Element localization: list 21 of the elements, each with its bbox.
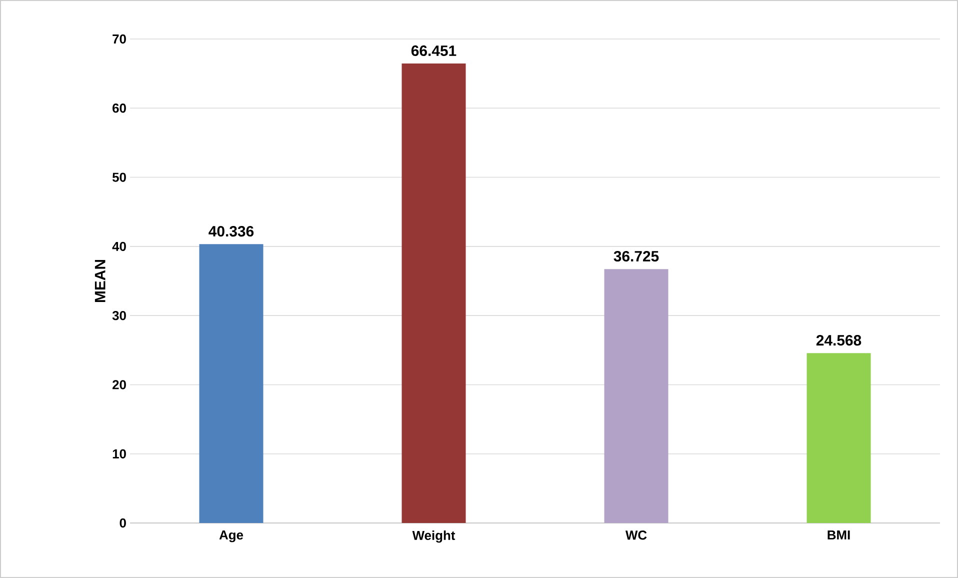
data-label: 24.568 xyxy=(816,335,862,346)
x-tick-label: Age xyxy=(219,530,244,542)
x-tick-label: Weight xyxy=(412,530,456,543)
data-label: 40.336 xyxy=(208,226,254,237)
y-tick-label: 30 xyxy=(112,310,126,320)
y-tick-label: 60 xyxy=(112,104,126,113)
bar xyxy=(806,353,871,523)
data-label: 66.451 xyxy=(411,45,456,56)
bar xyxy=(402,64,466,523)
y-tick-label: 70 xyxy=(112,34,126,44)
y-axis-title: MEAN xyxy=(94,260,106,302)
y-tick-label: 10 xyxy=(112,449,126,458)
bar xyxy=(604,269,668,523)
y-tick-label: 40 xyxy=(112,242,126,252)
y-tick-label: 50 xyxy=(112,172,126,182)
x-tick-label: BMI xyxy=(828,530,850,540)
data-label: 36.725 xyxy=(614,250,659,262)
y-tick-label: 20 xyxy=(112,380,126,390)
y-tick-label: 0 xyxy=(120,518,126,528)
x-tick-label: WC xyxy=(625,530,647,540)
bar xyxy=(199,244,264,523)
